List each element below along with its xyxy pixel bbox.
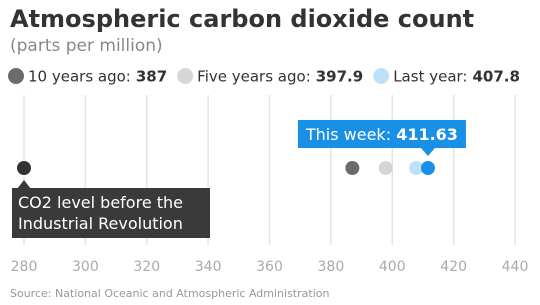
dot xyxy=(420,161,435,175)
x-tick-label: 420 xyxy=(440,259,467,275)
callout-pointer xyxy=(420,148,435,156)
x-tick-label: 440 xyxy=(502,259,529,275)
legend-label: Five years ago: xyxy=(197,68,311,86)
x-tick-label: 320 xyxy=(133,259,160,275)
x-tick-label: 280 xyxy=(11,259,38,275)
x-tick-label: 400 xyxy=(379,259,406,275)
legend-marker xyxy=(177,68,194,84)
legend-marker xyxy=(8,68,24,84)
legend-value: 407.8 xyxy=(472,68,519,86)
dot xyxy=(17,161,31,175)
callout-box xyxy=(297,120,466,148)
legend-value: 387 xyxy=(136,68,167,86)
chart-subtitle: (parts per million) xyxy=(10,36,163,56)
dot xyxy=(345,161,360,175)
annotation-pointer xyxy=(17,180,31,189)
dot xyxy=(378,161,393,175)
legend-marker xyxy=(373,68,390,84)
x-tick-label: 360 xyxy=(256,259,283,275)
callout: This week: 411.63 xyxy=(297,120,466,156)
source: Source: National Oceanic and Atmospheric… xyxy=(10,287,329,300)
callout-label: This week: xyxy=(305,125,391,144)
dot xyxy=(409,161,424,175)
legend-label: 10 years ago: xyxy=(28,68,131,86)
callout-value: 411.63 xyxy=(396,125,458,144)
legend-value: 397.9 xyxy=(316,68,363,86)
x-tick-label: 380 xyxy=(318,259,345,275)
callout-text: This week: 411.63 xyxy=(305,125,458,144)
x-tick-label: 340 xyxy=(195,259,222,275)
legend-label: Last year: xyxy=(393,68,467,86)
x-tick-label: 300 xyxy=(72,259,99,275)
annotation: CO2 level before the Industrial Revoluti… xyxy=(12,188,210,238)
chart-title: Atmospheric carbon dioxide count xyxy=(10,5,474,33)
